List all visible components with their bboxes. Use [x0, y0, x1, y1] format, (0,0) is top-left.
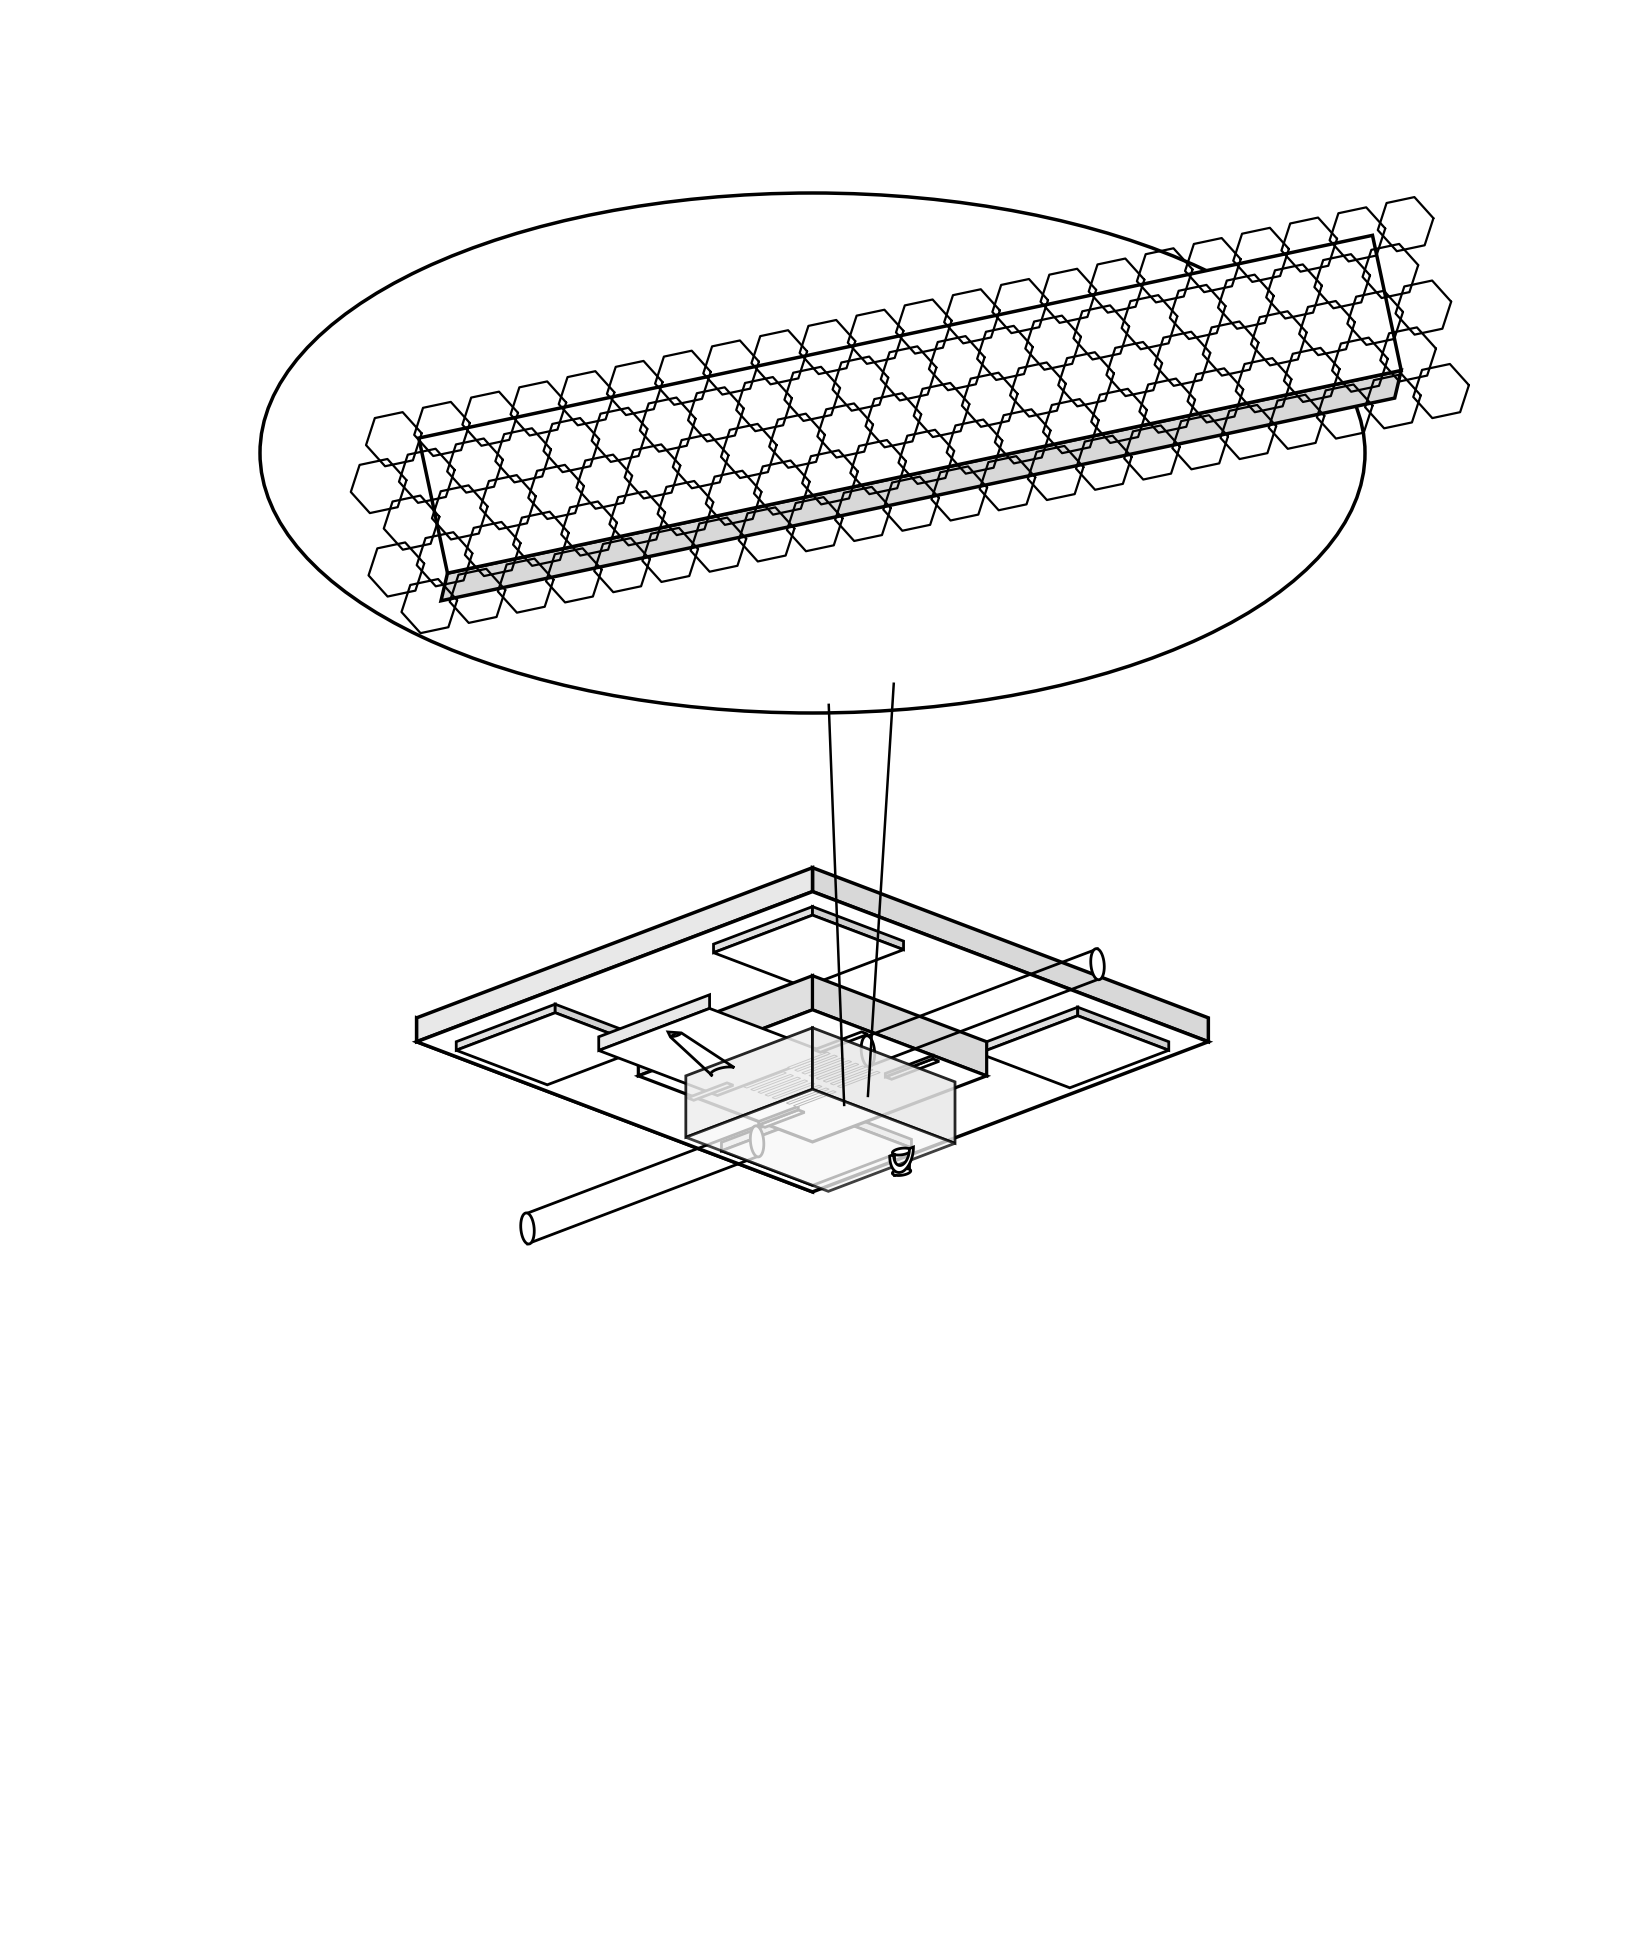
Polygon shape — [814, 1031, 868, 1053]
Polygon shape — [795, 1055, 837, 1072]
Polygon shape — [772, 1082, 814, 1099]
Polygon shape — [440, 370, 1401, 601]
Polygon shape — [788, 1053, 830, 1068]
Polygon shape — [520, 1212, 535, 1243]
Polygon shape — [1090, 950, 1105, 979]
Polygon shape — [830, 1068, 873, 1084]
Polygon shape — [556, 1004, 647, 1047]
Ellipse shape — [260, 193, 1365, 712]
Polygon shape — [419, 235, 1401, 574]
Polygon shape — [812, 1027, 956, 1144]
Polygon shape — [824, 1066, 866, 1082]
Polygon shape — [759, 1109, 804, 1127]
Polygon shape — [891, 1146, 913, 1173]
Polygon shape — [722, 1105, 821, 1150]
Polygon shape — [713, 907, 812, 954]
Polygon shape — [722, 1113, 912, 1185]
Polygon shape — [457, 1012, 647, 1084]
Polygon shape — [751, 1127, 764, 1158]
Polygon shape — [801, 1059, 845, 1074]
Polygon shape — [639, 1010, 986, 1142]
Polygon shape — [757, 1078, 801, 1094]
Polygon shape — [978, 1016, 1168, 1088]
Polygon shape — [809, 1061, 852, 1076]
Polygon shape — [1077, 1008, 1168, 1051]
Polygon shape — [786, 1088, 829, 1103]
Polygon shape — [892, 1168, 910, 1175]
Polygon shape — [598, 994, 710, 1051]
Polygon shape — [886, 1059, 939, 1080]
Polygon shape — [816, 1063, 860, 1080]
Polygon shape — [886, 1055, 933, 1076]
Polygon shape — [861, 1035, 874, 1066]
Polygon shape — [812, 868, 1209, 1041]
Polygon shape — [416, 891, 1209, 1191]
Polygon shape — [686, 1027, 812, 1136]
Polygon shape — [812, 975, 986, 1076]
Polygon shape — [765, 1080, 808, 1096]
Polygon shape — [812, 907, 904, 950]
Polygon shape — [780, 1086, 822, 1101]
Polygon shape — [759, 1107, 798, 1125]
Polygon shape — [892, 1148, 910, 1156]
Polygon shape — [978, 1008, 1077, 1053]
Polygon shape — [686, 1090, 956, 1191]
Polygon shape — [639, 975, 812, 1076]
Polygon shape — [744, 1072, 786, 1088]
Polygon shape — [687, 1082, 733, 1099]
Polygon shape — [751, 1074, 793, 1090]
Polygon shape — [598, 1008, 829, 1096]
Polygon shape — [416, 1018, 812, 1191]
Polygon shape — [416, 868, 812, 1041]
Polygon shape — [457, 1004, 556, 1051]
Polygon shape — [837, 1072, 881, 1088]
Polygon shape — [713, 915, 904, 987]
Polygon shape — [821, 1105, 912, 1148]
Polygon shape — [793, 1090, 837, 1107]
